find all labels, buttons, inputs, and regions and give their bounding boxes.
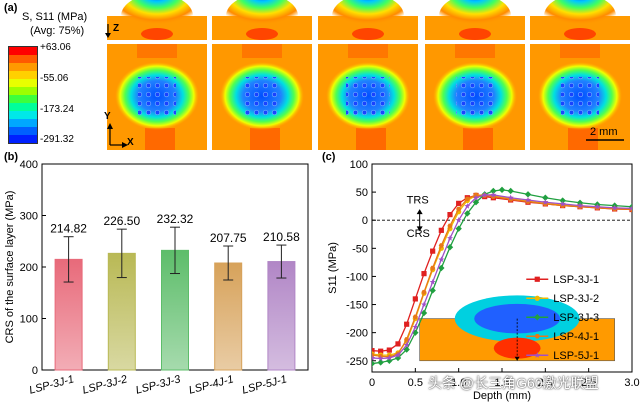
- x-tick-label: 2.5: [581, 377, 596, 389]
- legend-value-min: -291.32: [40, 134, 74, 145]
- legend-entry-LSP-3J-2: LSP-3J-2: [526, 293, 599, 305]
- x-tick-label: LSP-4J-1: [188, 373, 235, 396]
- legend-color-band: [9, 127, 37, 135]
- x-axis-label: Depth (mm): [473, 390, 531, 402]
- y-tick-label: 0: [32, 365, 38, 377]
- y-tick-label: 400: [20, 159, 38, 171]
- legend-entry-LSP-4J-1: LSP-4J-1: [526, 331, 599, 343]
- legend-entry-LSP-3J-1: LSP-3J-1: [526, 274, 599, 286]
- y-tick-label: -50: [352, 243, 368, 255]
- bar-LSP-5J-1: [267, 261, 296, 371]
- legend-color-band: [9, 103, 37, 111]
- y-tick-label: 100: [350, 159, 368, 171]
- value-label: 214.82: [50, 222, 87, 236]
- legend-color-band: [9, 47, 37, 55]
- inset-cross-section: [419, 295, 615, 362]
- legend-color-band: [9, 87, 37, 95]
- legend-color-band: [9, 55, 37, 63]
- series-LSP-5J-1: [372, 191, 632, 362]
- fe-image-1: [107, 0, 207, 150]
- y-tick-label: -200: [346, 328, 368, 340]
- y-axis-label: CRS of the surface layer (MPa): [4, 191, 16, 344]
- legend-color-band: [9, 95, 37, 103]
- axis-x-label: X: [127, 137, 134, 148]
- fe-image-5: [530, 0, 630, 150]
- y-tick-label: -250: [346, 356, 368, 368]
- axis-triad-xy: [107, 123, 128, 148]
- fe-contour-images: [105, 0, 630, 150]
- watermark: 头条 @长三角G60激光联盟: [428, 375, 599, 391]
- y-tick-label: -150: [346, 300, 368, 312]
- x-tick-label: 1.5: [494, 377, 509, 389]
- error-bar: [223, 245, 234, 281]
- y-tick-label: 200: [20, 262, 38, 274]
- legend-color-band: [9, 111, 37, 119]
- legend-title: S, S11 (MPa): [22, 11, 88, 23]
- svg-text:LSP-3J-2: LSP-3J-2: [553, 293, 599, 305]
- annotation-trs: TRS: [407, 194, 429, 206]
- svg-text:LSP-3J-3: LSP-3J-3: [553, 312, 599, 324]
- svg-text:LSP-5J-1: LSP-5J-1: [553, 350, 599, 362]
- legend-color-band: [9, 71, 37, 79]
- value-label: 232.32: [157, 212, 194, 226]
- x-tick-label: 1.0: [451, 377, 466, 389]
- error-bar: [276, 244, 287, 279]
- axis-y-label: Y: [104, 111, 111, 122]
- fe-image-3: [318, 0, 418, 150]
- y-tick-label: 50: [356, 187, 368, 199]
- y-tick-label: 0: [362, 215, 368, 227]
- panel-c-label: (c): [322, 151, 336, 163]
- bar-LSP-4J-1: [214, 262, 243, 371]
- axis-z-label: Z: [113, 23, 120, 34]
- bar-chart: 0 100 200 300 400 CRS of the surface layer (M…: [4, 159, 309, 397]
- error-bar: [170, 226, 180, 275]
- value-label: 210.58: [263, 230, 300, 244]
- x-tick-label: LSP-3J-3: [134, 373, 182, 397]
- x-tick-label: LSP-3J-2: [81, 373, 128, 396]
- legend-value-3: -173.24: [40, 104, 74, 115]
- scale-bar-label: 2 mm: [590, 126, 618, 138]
- fe-image-2: [212, 0, 312, 150]
- legend-color-band: [9, 135, 37, 143]
- error-bar: [63, 236, 74, 283]
- legend-subtitle: (Avg: 75%): [30, 25, 85, 37]
- y-tick-label: 300: [20, 211, 38, 223]
- panel-a-label: (a): [4, 2, 18, 14]
- value-label: 207.75: [210, 231, 247, 245]
- x-tick-label: 2.0: [538, 377, 553, 389]
- axis-triad-z: [105, 24, 111, 38]
- legend-color-band: [9, 119, 37, 127]
- x-tick-label: LSP-5J-1: [241, 373, 288, 396]
- legend-value-max: +63.06: [40, 42, 71, 53]
- contour-legend-bar: [8, 46, 38, 144]
- svg-text:LSP-3J-1: LSP-3J-1: [553, 274, 599, 286]
- legend-entry-LSP-5J-1: LSP-5J-1: [526, 350, 599, 362]
- fe-image-4: [425, 0, 525, 150]
- bar-LSP-3J-2: [107, 252, 136, 371]
- annotation-arrow: [416, 209, 423, 232]
- y-tick-label: -100: [346, 271, 368, 283]
- legend-color-band: [9, 63, 37, 71]
- annotation-crs: CRS: [407, 228, 430, 240]
- legend-value-2: -55.06: [40, 73, 69, 84]
- error-bar: [116, 228, 127, 279]
- legend-color-band: [9, 79, 37, 87]
- svg-text:LSP-4J-1: LSP-4J-1: [553, 331, 599, 343]
- y-tick-label: 100: [20, 314, 38, 326]
- y-axis-label: S11 (MPa): [327, 242, 339, 294]
- x-tick-label: 3.0: [624, 377, 639, 389]
- value-label: 226.50: [103, 214, 140, 228]
- x-tick-label: 0.5: [408, 377, 423, 389]
- panel-b-label: (b): [4, 151, 19, 163]
- x-tick-label: 0: [369, 377, 375, 389]
